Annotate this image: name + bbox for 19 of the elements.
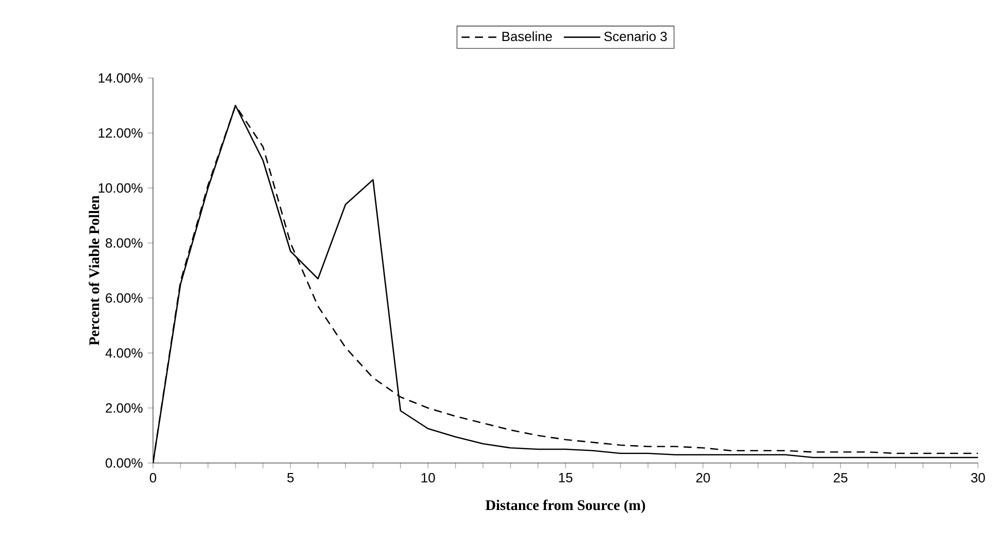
x-tick-label: 15 xyxy=(559,473,572,482)
y-tick-label: 0.00% xyxy=(106,458,142,468)
x-tick-label: 30 xyxy=(971,473,985,482)
x-tick-label: 20 xyxy=(696,473,710,482)
y-tick-label: 4.00% xyxy=(105,348,142,358)
y-tick-label: 12.00% xyxy=(98,128,142,138)
legend-label: Baseline xyxy=(502,31,552,42)
x-tick-label: 25 xyxy=(834,473,848,482)
y-tick-label: 14.00% xyxy=(98,73,142,83)
y-tick-label: 6.00% xyxy=(106,293,142,303)
y-tick-label: 10.00% xyxy=(98,183,142,193)
x-tick-label: 10 xyxy=(422,473,435,482)
y-axis-title: Percent of Viable Pollen xyxy=(88,196,100,346)
legend-label: Scenario 3 xyxy=(604,31,667,42)
x-tick-label: 0 xyxy=(150,473,156,482)
y-tick-label: 2.00% xyxy=(106,403,142,413)
x-tick-label: 5 xyxy=(287,473,294,482)
y-tick-label: 8.00% xyxy=(106,238,142,248)
x-axis-title: Distance from Source (m) xyxy=(486,500,646,514)
